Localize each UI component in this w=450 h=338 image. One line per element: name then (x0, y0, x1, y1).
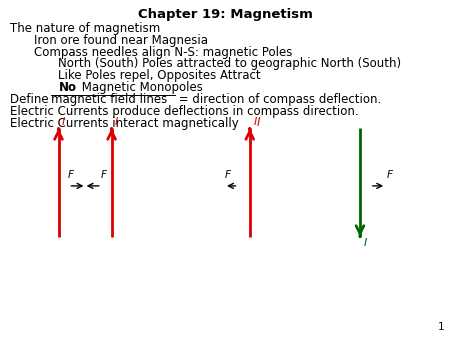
Text: The nature of magnetism: The nature of magnetism (10, 22, 160, 35)
Text: magnetic field lines: magnetic field lines (51, 93, 167, 106)
Text: I: I (256, 116, 260, 128)
Text: Compass needles align N-S: magnetic Poles: Compass needles align N-S: magnetic Pole… (34, 46, 292, 58)
Text: F: F (225, 170, 231, 180)
Text: I: I (115, 117, 118, 127)
Text: = direction of compass deflection.: = direction of compass deflection. (175, 93, 381, 106)
Text: Electric Currents produce deflections in compass direction.: Electric Currents produce deflections in… (10, 105, 359, 118)
Text: Chapter 19: Magnetism: Chapter 19: Magnetism (138, 8, 312, 21)
Text: F: F (68, 170, 73, 180)
Text: F: F (101, 170, 107, 180)
Text: Like Poles repel, Opposites Attract: Like Poles repel, Opposites Attract (58, 69, 261, 82)
Text: Magnetic Monopoles: Magnetic Monopoles (78, 81, 203, 94)
Text: I: I (62, 117, 65, 127)
Text: North (South) Poles attracted to geographic North (South): North (South) Poles attracted to geograp… (58, 57, 401, 70)
Text: Electric Currents interact magnetically: Electric Currents interact magnetically (10, 117, 238, 129)
Text: Define: Define (10, 93, 52, 106)
Text: Iron ore found near Magnesia: Iron ore found near Magnesia (34, 34, 208, 47)
Text: 1: 1 (438, 322, 445, 332)
Text: No: No (58, 81, 76, 94)
Text: F: F (387, 170, 393, 180)
Text: I: I (364, 238, 367, 248)
Text: I: I (253, 117, 256, 127)
